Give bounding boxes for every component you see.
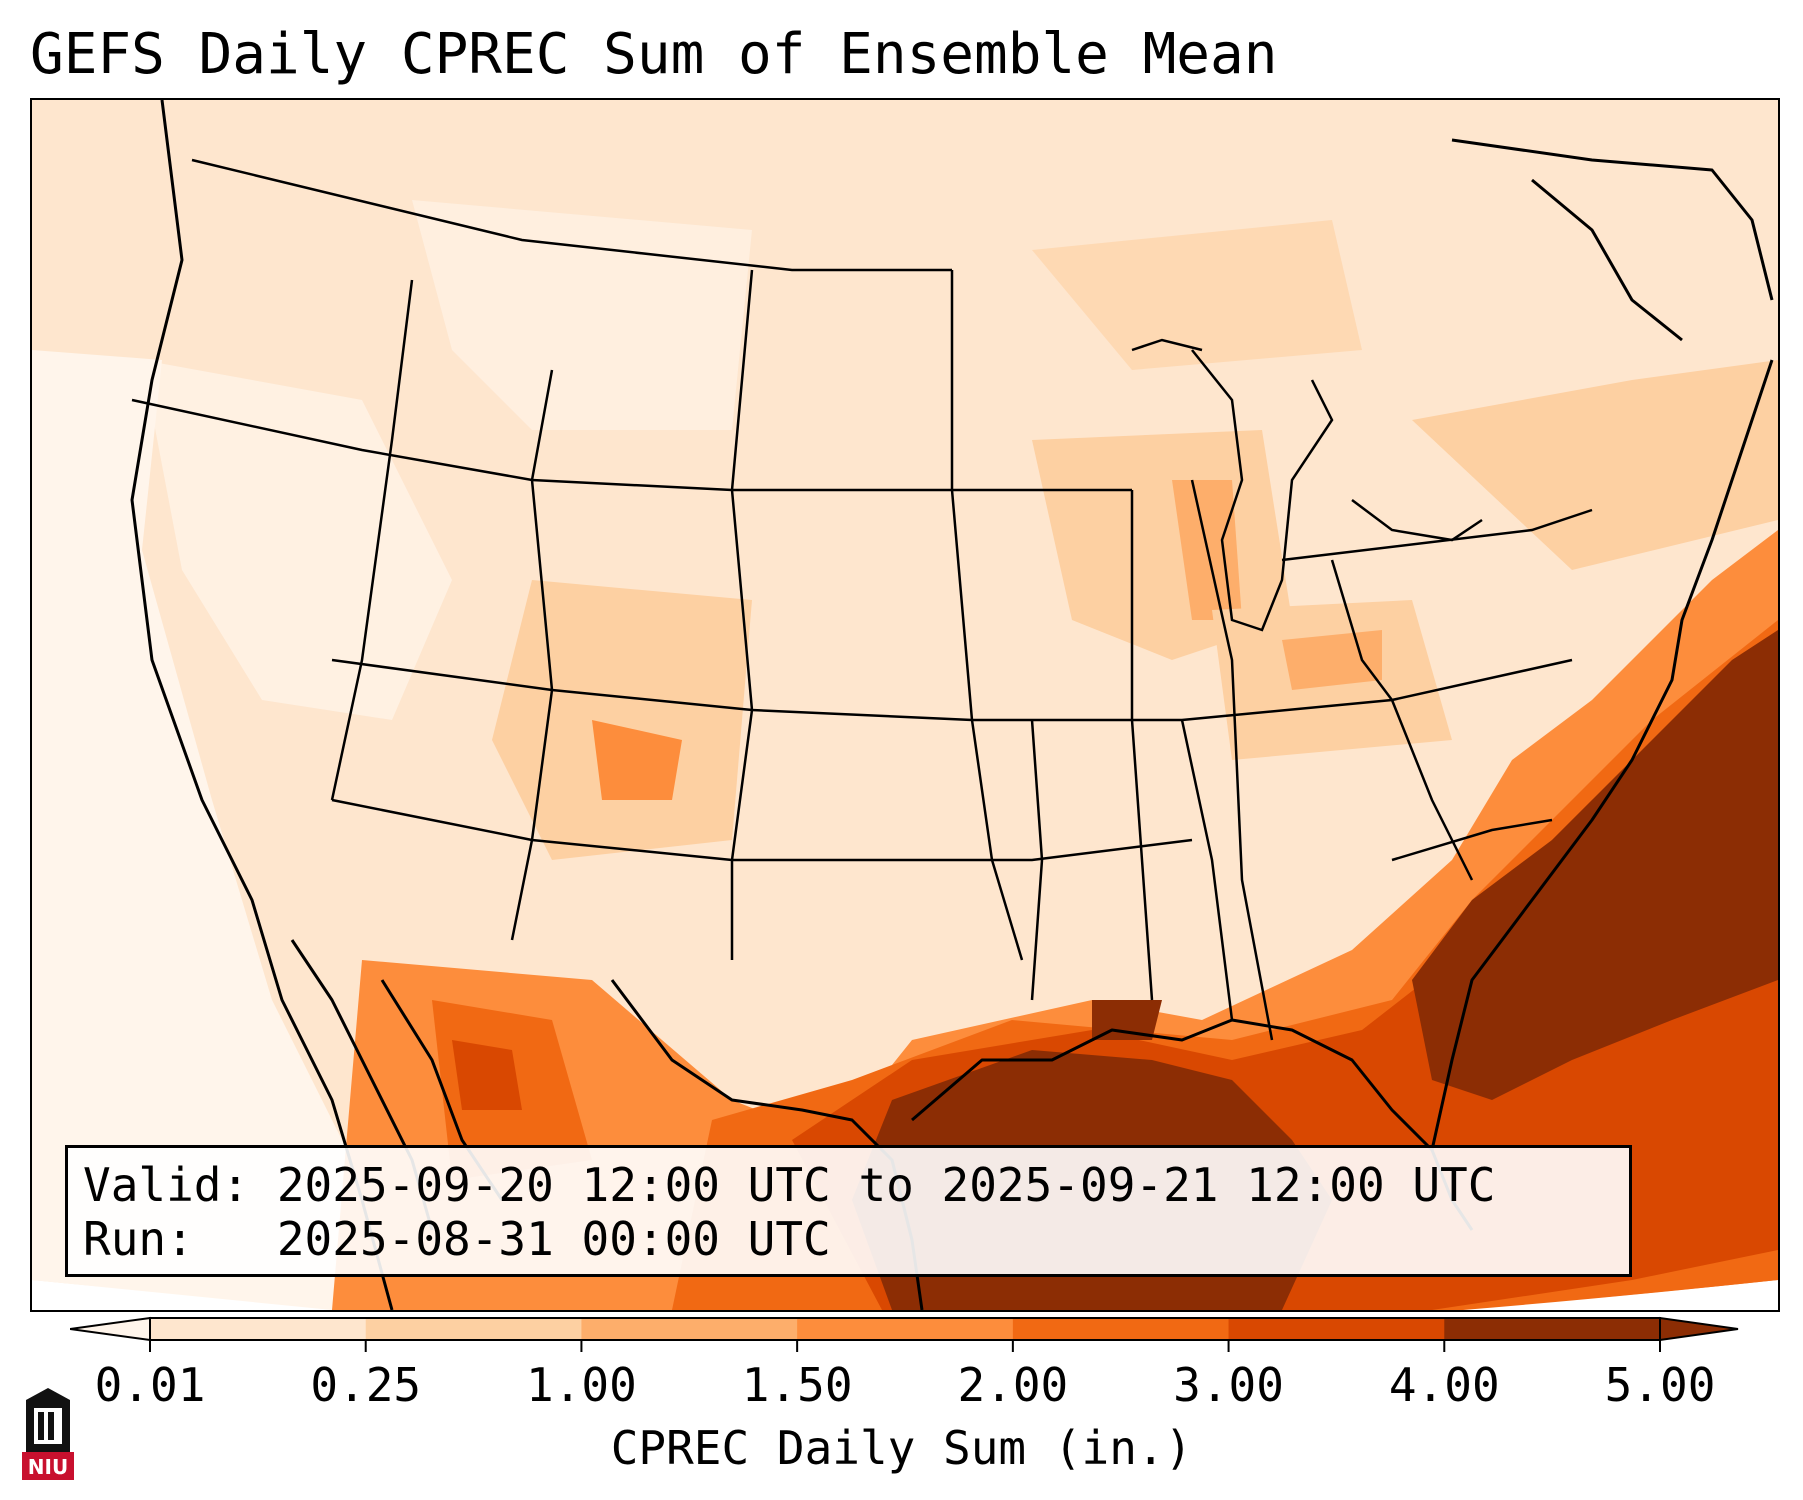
colorbar-swatch <box>1444 1318 1661 1340</box>
colorbar-tick-label: 0.01 <box>94 1358 206 1412</box>
colorbar-extend-low <box>70 1316 151 1342</box>
precipitation-map <box>30 98 1780 1312</box>
colorbar-tick-labels: 0.01 0.25 1.00 1.50 2.00 3.00 4.00 5.00 <box>0 1358 1803 1418</box>
valid-time-text: Valid: 2025-09-20 12:00 UTC to 2025-09-2… <box>83 1158 1496 1212</box>
colorbar-swatch <box>797 1318 1014 1340</box>
colorbar-tick-label: 0.25 <box>310 1358 422 1412</box>
colorbar-outline <box>149 1317 1661 1341</box>
colorbar-swatch <box>365 1318 582 1340</box>
colorbar-tick-label: 5.00 <box>1604 1358 1716 1412</box>
colorbar-swatch <box>1228 1318 1445 1340</box>
niu-logo: NIU <box>22 1388 74 1480</box>
colorbar-tick-label: 1.00 <box>526 1358 637 1412</box>
colorbar-swatch <box>150 1318 367 1340</box>
svg-text:NIU: NIU <box>28 1455 68 1479</box>
run-info-box: Valid: 2025-09-20 12:00 UTC to 2025-09-2… <box>65 1145 1632 1277</box>
colorbar-swatch <box>1012 1318 1230 1340</box>
map-title: GEFS Daily CPREC Sum of Ensemble Mean <box>30 22 1278 87</box>
colorbar-title: CPREC Daily Sum (in.) <box>610 1421 1193 1475</box>
colorbar-swatch <box>581 1318 798 1340</box>
colorbar-extend-high <box>1659 1316 1739 1342</box>
run-time-text: Run: 2025-08-31 00:00 UTC <box>83 1212 831 1266</box>
colorbar-tick-label: 4.00 <box>1388 1358 1500 1412</box>
colorbar <box>70 1316 1739 1352</box>
colorbar-tick-label: 1.50 <box>741 1358 853 1412</box>
colorbar-tick-label: 3.00 <box>1173 1358 1284 1412</box>
colorbar-tick-label: 2.00 <box>957 1358 1069 1412</box>
